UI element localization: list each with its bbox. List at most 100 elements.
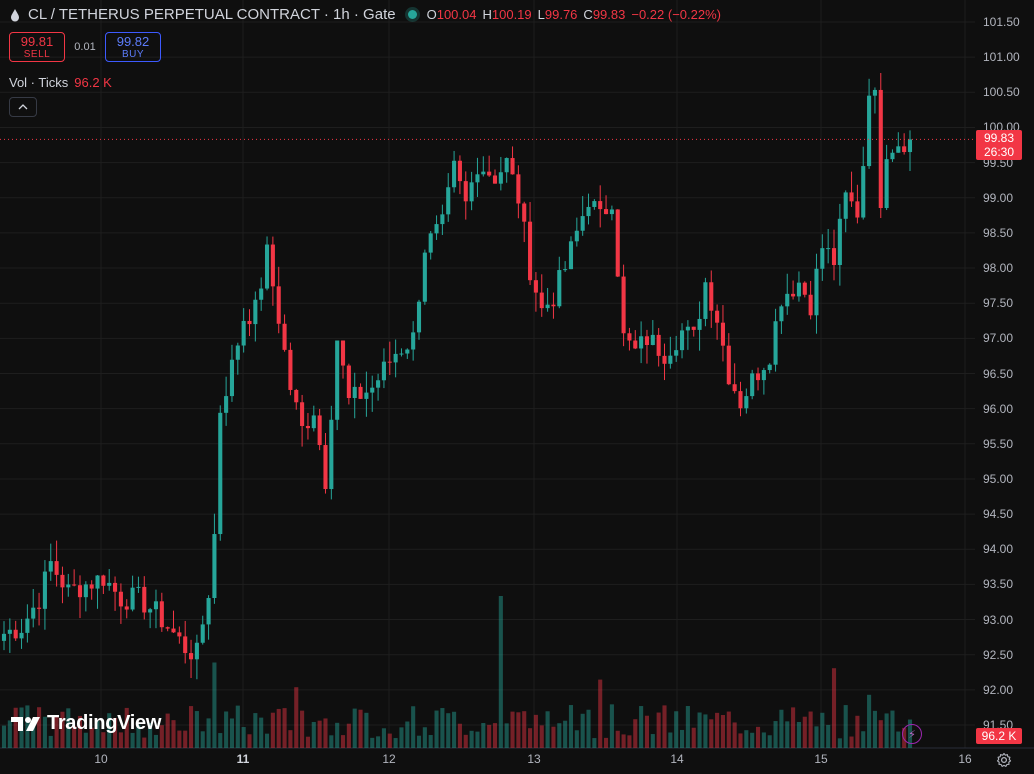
volume-bar bbox=[399, 727, 404, 748]
tradingview-logo[interactable]: TradingView bbox=[11, 712, 161, 735]
candle-body bbox=[206, 598, 211, 625]
volume-bar bbox=[738, 733, 743, 748]
volume-bar bbox=[212, 662, 217, 748]
candle-body bbox=[259, 288, 264, 300]
candle-body bbox=[767, 364, 772, 371]
volume-bar bbox=[434, 710, 439, 748]
price-axis-label: 95.00 bbox=[983, 471, 1014, 486]
candle-body bbox=[241, 320, 246, 346]
volume-bar bbox=[726, 711, 731, 748]
candle-body bbox=[428, 233, 433, 253]
candle-body bbox=[738, 391, 743, 409]
volume-bar bbox=[796, 721, 801, 748]
candle-body bbox=[872, 89, 877, 96]
volume-bars bbox=[1, 596, 913, 748]
symbol-title[interactable]: CL / TETHERUS PERPETUAL CONTRACT · 1h · … bbox=[28, 6, 396, 23]
volume-bar bbox=[627, 735, 632, 748]
volume-bar bbox=[311, 721, 316, 748]
candle-body bbox=[335, 340, 340, 420]
volume-bar bbox=[457, 723, 462, 748]
volume-legend[interactable]: Vol · Ticks 96.2 K bbox=[9, 75, 112, 90]
candle-body bbox=[481, 171, 486, 175]
volume-bar bbox=[13, 707, 18, 748]
volume-bar bbox=[352, 708, 357, 748]
volume-bar bbox=[761, 732, 766, 748]
candle-body bbox=[516, 174, 521, 204]
candle-body bbox=[522, 203, 527, 222]
buy-button[interactable]: 99.82 BUY bbox=[105, 32, 161, 62]
time-axis-label: 13 bbox=[527, 752, 541, 766]
candle-body bbox=[498, 172, 503, 184]
volume-bar bbox=[469, 730, 474, 748]
candle-body bbox=[194, 642, 199, 660]
candle-body bbox=[153, 601, 159, 610]
volume-bar bbox=[1, 725, 7, 748]
candle-body bbox=[796, 282, 801, 297]
volume-bar bbox=[650, 734, 655, 748]
candle-body bbox=[416, 301, 422, 333]
candle-body bbox=[77, 585, 83, 598]
candle-body bbox=[779, 306, 784, 322]
price-axis-label: 97.00 bbox=[983, 331, 1014, 346]
sell-button[interactable]: 99.81 SELL bbox=[9, 32, 65, 62]
candle-body bbox=[814, 268, 819, 316]
trade-panel: 99.81 SELL 0.01 99.82 BUY bbox=[9, 32, 161, 62]
volume-bar bbox=[107, 713, 112, 748]
volume-bar bbox=[305, 736, 310, 748]
volume-bar bbox=[142, 737, 147, 748]
candle-body bbox=[662, 355, 667, 364]
candle-body bbox=[574, 230, 579, 242]
candle-body bbox=[235, 345, 240, 360]
volume-bar bbox=[370, 737, 375, 748]
candle-body bbox=[159, 601, 164, 628]
candle-body bbox=[370, 387, 375, 393]
volume-bar bbox=[148, 722, 153, 748]
candle-body bbox=[504, 158, 509, 173]
candle-body bbox=[188, 653, 194, 660]
volume-bar bbox=[452, 711, 457, 748]
gear-icon[interactable] bbox=[996, 752, 1012, 768]
volume-bar bbox=[837, 738, 842, 748]
candle-body bbox=[563, 269, 568, 271]
candle-body bbox=[586, 206, 591, 217]
volume-bar bbox=[773, 721, 778, 748]
volume-bar bbox=[153, 734, 159, 748]
volume-bar bbox=[194, 711, 199, 748]
volume-bar bbox=[691, 727, 696, 748]
volume-bar bbox=[183, 730, 188, 748]
volume-bar bbox=[381, 728, 386, 748]
time-axis-label: 12 bbox=[382, 752, 396, 766]
volume-bar bbox=[358, 709, 363, 748]
volume-bar bbox=[884, 713, 889, 748]
candle-body bbox=[861, 166, 866, 218]
candle-body bbox=[1, 633, 7, 641]
candle-body bbox=[393, 353, 398, 363]
volume-bar bbox=[42, 716, 47, 748]
price-change: −0.22 (−0.22%) bbox=[631, 7, 721, 22]
candle-body bbox=[557, 270, 562, 307]
volume-bar bbox=[715, 712, 720, 748]
volume-bar bbox=[732, 722, 737, 748]
ohlc-close: C99.83 bbox=[583, 7, 626, 22]
volume-bar bbox=[7, 720, 12, 748]
drop-icon bbox=[11, 8, 19, 21]
price-axis-label: 99.00 bbox=[983, 190, 1014, 205]
candle-body bbox=[732, 384, 737, 392]
candle-body bbox=[37, 607, 42, 609]
volume-bar bbox=[288, 730, 293, 748]
candle-body bbox=[475, 174, 480, 183]
volume-bar bbox=[323, 718, 328, 748]
volume-bar bbox=[83, 732, 88, 748]
volume-bar bbox=[124, 707, 129, 748]
volume-bar bbox=[539, 725, 544, 748]
volume-bar bbox=[592, 738, 597, 748]
candle-body bbox=[387, 361, 392, 363]
chevron-up-icon bbox=[18, 104, 28, 110]
volume-bar bbox=[808, 711, 813, 748]
time-axis-label: 14 bbox=[670, 752, 684, 766]
candle-body bbox=[609, 209, 614, 215]
collapse-legend-button[interactable] bbox=[9, 97, 37, 117]
lightning-icon[interactable]: ⚡ bbox=[902, 724, 922, 744]
candle-body bbox=[761, 370, 766, 381]
